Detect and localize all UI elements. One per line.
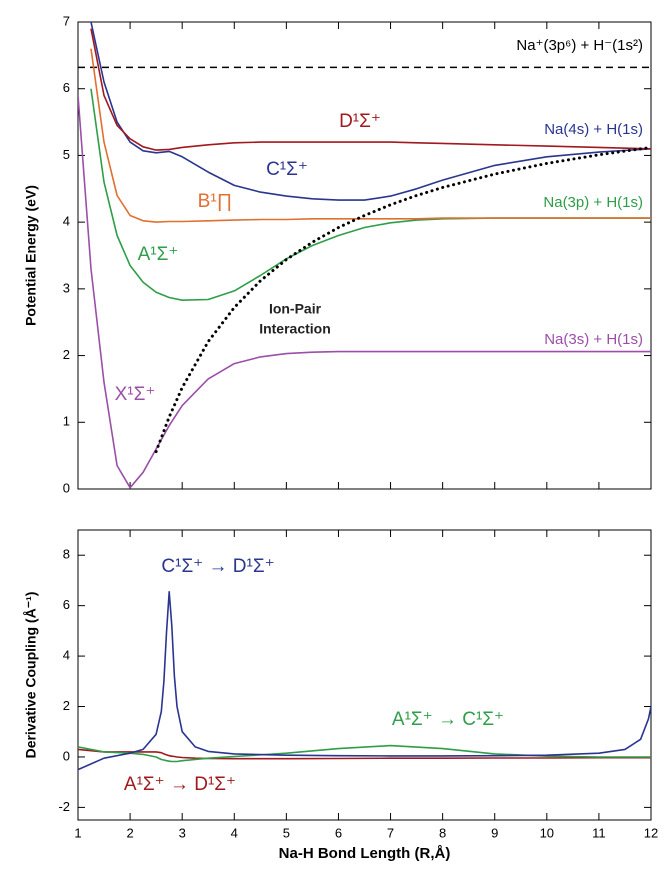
annotation: B¹∏ [198,191,233,212]
annotation: Na(4s) + H(1s) [544,121,643,138]
plot-frame [77,21,652,490]
annotation: Interaction [259,321,331,337]
annotation: D¹Σ⁺ [339,111,381,132]
y-tick-label: 4 [63,648,70,663]
y-axis-label: Potential Energy (eV) [23,185,39,326]
annotation: Ion-Pair [269,301,322,317]
annotation: X¹Σ⁺ [115,384,156,405]
annotation: Na⁺(3p⁶) + H⁻(1s²) [516,37,643,54]
y-tick-label: 0 [63,480,70,495]
series-line [78,95,651,489]
y-tick-label: 8 [63,547,70,562]
y-tick-label: 7 [63,13,70,28]
series-line [90,22,651,201]
x-tick-label: 10 [540,825,554,840]
series-line [154,145,651,454]
annotation: Na(3s) + H(1s) [544,331,643,348]
series-line [90,48,651,223]
x-tick-label: 5 [283,825,290,840]
annotation: A¹Σ⁺ [138,244,179,265]
series-line [78,591,651,771]
x-tick-label: 1 [74,825,81,840]
x-tick-label: 12 [644,825,658,840]
series-label: A¹Σ⁺ → C¹Σ⁺ [392,709,504,730]
series-line [78,748,651,760]
x-tick-label: 11 [592,825,606,840]
x-tick-label: 2 [126,825,133,840]
y-tick-label: 6 [63,597,70,612]
y-tick-label: 6 [63,80,70,95]
series-label: C¹Σ⁺ → D¹Σ⁺ [161,556,274,577]
y-tick-label: 2 [63,698,70,713]
y-tick-label: -2 [58,799,70,814]
x-tick-label: 8 [439,825,446,840]
series-line [90,28,651,151]
plot-frame [77,529,652,821]
plot-area [78,22,651,489]
y-axis-label: Derivative Coupling (Å⁻¹) [23,592,39,759]
series-line [78,744,651,763]
y-tick-label: 1 [63,414,70,429]
x-axis-label: Na-H Bond Length (R,Å) [279,845,451,862]
y-tick-label: 5 [63,147,70,162]
x-tick-label: 9 [491,825,498,840]
x-tick-label: 4 [231,825,238,840]
x-tick-label: 3 [179,825,186,840]
y-tick-label: 2 [63,347,70,362]
y-tick-label: 4 [63,214,70,229]
plot-area [78,591,651,771]
x-tick-label: 7 [387,825,394,840]
y-tick-label: 0 [63,748,70,763]
y-tick-label: 3 [63,280,70,295]
x-tick-label: 6 [335,825,342,840]
annotation: Na(3p) + H(1s) [543,194,643,211]
series-label: A¹Σ⁺ → D¹Σ⁺ [124,774,236,795]
annotation: C¹Σ⁺ [266,159,308,180]
